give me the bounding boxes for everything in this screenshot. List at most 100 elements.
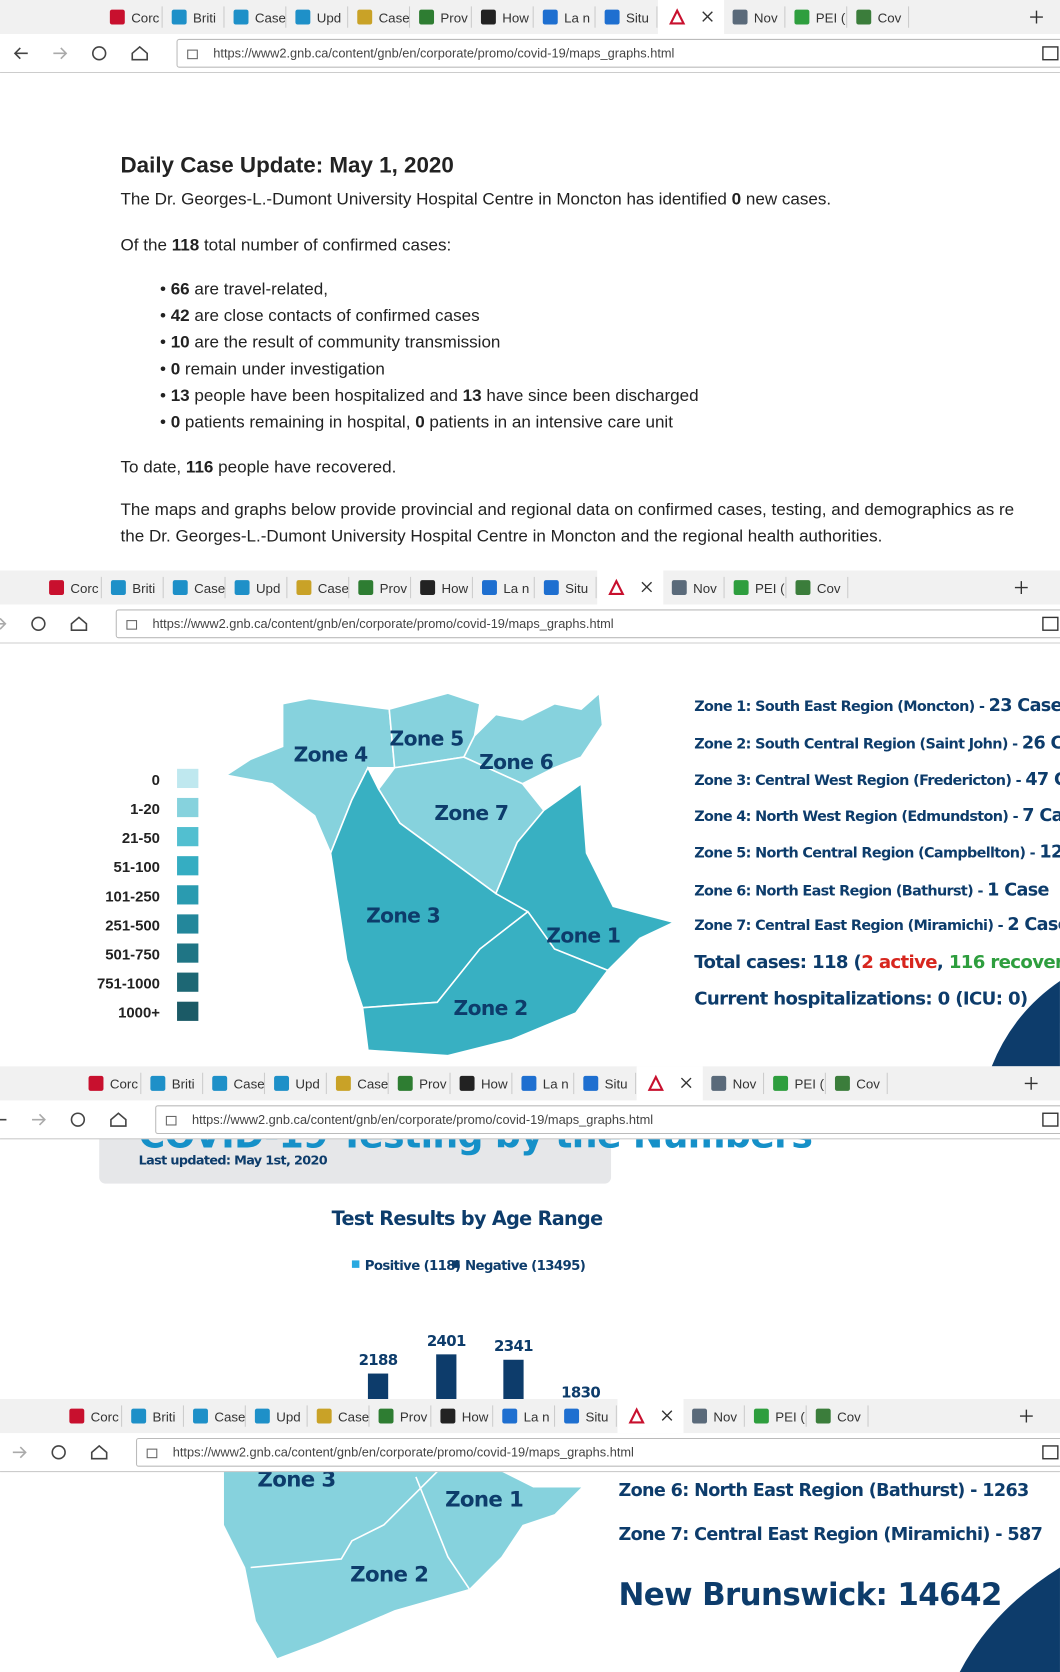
legend-label: 21-50 <box>122 830 160 847</box>
tab-label[interactable]: Case <box>194 581 225 596</box>
text-span: have since been discharged <box>482 386 699 405</box>
back-button[interactable] <box>13 47 28 60</box>
tab-label[interactable]: La n <box>524 1409 550 1424</box>
close-tab[interactable] <box>661 1410 673 1421</box>
tab-label[interactable]: How <box>502 10 529 25</box>
forward-button[interactable] <box>53 47 68 60</box>
new-tab[interactable] <box>1014 581 1028 594</box>
tab-label[interactable]: Prov <box>419 1077 447 1092</box>
reading-view[interactable] <box>1042 1112 1059 1127</box>
tab-label[interactable]: Case <box>357 1077 388 1092</box>
tab-label[interactable]: Case <box>318 581 349 596</box>
bar <box>367 1373 389 1400</box>
map-border <box>250 1470 438 1569</box>
tab-label[interactable]: PEI ( <box>775 1409 805 1424</box>
tab-label[interactable]: Cov <box>878 10 902 25</box>
tab-icon <box>773 1075 789 1091</box>
tab-label[interactable]: Case <box>214 1409 245 1424</box>
refresh-button[interactable] <box>70 1112 86 1127</box>
tab-label[interactable]: Cov <box>856 1077 880 1092</box>
tab-label[interactable]: La n <box>564 10 590 25</box>
tab-label[interactable]: Case <box>379 10 410 25</box>
tab-label[interactable]: Case <box>234 1077 265 1092</box>
tab-icon <box>233 9 249 25</box>
tab-label[interactable]: Prov <box>380 581 408 596</box>
new-tab[interactable] <box>1030 10 1043 24</box>
address-bar[interactable] <box>115 609 1060 639</box>
tab-label[interactable]: Upd <box>256 581 280 596</box>
refresh-button[interactable] <box>51 1445 66 1460</box>
text-line: • 0 remain under investigation <box>160 359 385 378</box>
tab-label[interactable]: Corc <box>91 1409 119 1424</box>
legend-swatch <box>177 914 199 934</box>
tab-label[interactable]: Upd <box>295 1077 319 1092</box>
address-bar[interactable] <box>155 1105 1060 1135</box>
refresh-button[interactable] <box>31 616 46 631</box>
close-tab[interactable] <box>680 1077 692 1089</box>
tab-label[interactable]: Corc <box>131 10 159 25</box>
tab-label[interactable]: Corc <box>110 1077 138 1092</box>
text-span: Zone 1: South East Region (Moncton) - <box>694 699 988 715</box>
forward-button[interactable] <box>12 1446 27 1459</box>
reading-view[interactable] <box>1042 1445 1059 1460</box>
tab-icon <box>583 1075 599 1091</box>
home-button[interactable] <box>131 45 148 61</box>
url: https://www2.gnb.ca/content/gnb/en/corpo… <box>173 1445 634 1460</box>
tab-label[interactable]: Briti <box>193 10 216 25</box>
tab-icon <box>543 580 559 596</box>
close-tab[interactable] <box>702 11 713 22</box>
tab-label[interactable]: Case <box>338 1409 369 1424</box>
tab-label[interactable]: Situ <box>626 10 649 25</box>
tab-label[interactable]: Upd <box>276 1409 300 1424</box>
tab-label[interactable]: Briti <box>153 1409 176 1424</box>
tab-label[interactable]: Situ <box>565 581 588 596</box>
tab-label[interactable]: Situ <box>605 1077 628 1092</box>
forward-button[interactable] <box>0 617 7 630</box>
new-tab[interactable] <box>1019 1409 1033 1423</box>
reading-view[interactable] <box>1042 616 1059 631</box>
forward-button[interactable] <box>32 1113 46 1126</box>
bar-label: 2401 <box>427 1332 466 1350</box>
tab-icon <box>254 1408 270 1424</box>
tab-label[interactable]: PEI ( <box>794 1077 824 1092</box>
tab-label[interactable]: Cov <box>817 581 841 596</box>
reading-view[interactable] <box>1042 46 1059 61</box>
tab-label[interactable]: Prov <box>440 10 468 25</box>
home-button[interactable] <box>70 616 88 631</box>
home-button[interactable] <box>90 1444 108 1460</box>
tab-label[interactable]: Nov <box>713 1409 737 1424</box>
tab-label[interactable]: La n <box>503 581 529 596</box>
new-tab[interactable] <box>1024 1076 1038 1090</box>
bold-text: 47 Cases <box>1025 770 1060 790</box>
tab-label[interactable]: Upd <box>317 10 341 25</box>
tab-label[interactable]: How <box>441 581 468 596</box>
bold-text: 7 Cases <box>1022 806 1060 826</box>
tab-icon <box>316 1408 332 1424</box>
tab-icon <box>795 580 811 596</box>
tab-label[interactable]: Briti <box>172 1077 195 1092</box>
tab-label[interactable]: Corc <box>70 581 98 596</box>
tab-label[interactable]: Case <box>255 10 286 25</box>
tab-label[interactable]: Nov <box>733 1077 757 1092</box>
tab-label[interactable]: Cov <box>837 1409 861 1424</box>
home-button[interactable] <box>110 1112 127 1127</box>
close-tab[interactable] <box>641 581 653 593</box>
tab-label[interactable]: La n <box>543 1077 569 1092</box>
tab-label[interactable]: Situ <box>585 1409 608 1424</box>
tab-label[interactable]: Prov <box>400 1409 428 1424</box>
tab-label[interactable]: Nov <box>754 10 778 25</box>
legend-swatch <box>177 768 199 789</box>
lock-icon <box>187 49 198 60</box>
tab-icon <box>521 1075 537 1091</box>
refresh-button[interactable] <box>92 46 107 61</box>
tab-label[interactable]: Nov <box>693 581 717 596</box>
address-bar[interactable] <box>176 38 1060 68</box>
tab-label[interactable]: How <box>462 1409 489 1424</box>
address-bar[interactable] <box>135 1437 1060 1467</box>
back-button[interactable] <box>0 1114 7 1125</box>
tab-label[interactable]: Briti <box>132 581 155 596</box>
tab-label[interactable]: PEI ( <box>816 10 846 25</box>
tab-icon <box>295 9 311 25</box>
tab-label[interactable]: PEI ( <box>755 581 785 596</box>
tab-label[interactable]: How <box>481 1077 508 1092</box>
